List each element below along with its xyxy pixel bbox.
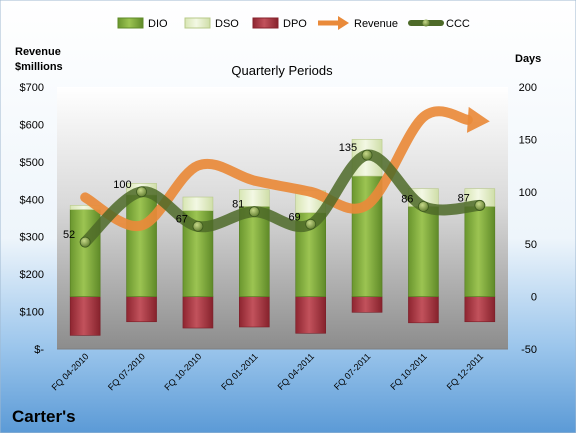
revenue-layer bbox=[80, 106, 490, 232]
ccc-marker bbox=[361, 149, 373, 161]
right-tick-label: 150 bbox=[519, 134, 537, 146]
legend-swatch-ccc bbox=[408, 19, 444, 27]
ccc-marker bbox=[305, 218, 317, 230]
left-tick-label: $600 bbox=[20, 119, 44, 131]
ccc-layer: 52 100 67 81 69 135 86 87 bbox=[63, 142, 486, 248]
legend-label-dpo: DPO bbox=[283, 18, 307, 30]
ccc-data-label: 135 bbox=[339, 142, 357, 154]
revenue-arrowhead bbox=[466, 106, 490, 133]
ccc-marker bbox=[248, 206, 260, 218]
ccc-data-label: 81 bbox=[232, 199, 244, 211]
ccc-data-label: 67 bbox=[176, 213, 188, 225]
ccc-marker bbox=[192, 220, 204, 232]
dio-bar bbox=[126, 194, 157, 297]
legend-label-dso: DSO bbox=[215, 18, 239, 30]
dpo-bar bbox=[126, 296, 157, 323]
right-tick-label: -50 bbox=[521, 344, 537, 356]
left-axis-label-line1: Revenue bbox=[15, 46, 61, 58]
dio-bar bbox=[239, 206, 270, 297]
dpo-bar bbox=[408, 296, 439, 324]
dpo-bar bbox=[351, 296, 383, 313]
right-tick-label: 100 bbox=[519, 187, 537, 199]
left-tick-label: $200 bbox=[20, 269, 44, 281]
legend-swatch-dso bbox=[184, 17, 211, 29]
left-tick-label: $100 bbox=[20, 307, 44, 319]
legend-swatch-dpo bbox=[252, 17, 279, 29]
right-tick-label: 0 bbox=[531, 292, 537, 304]
left-tick-label: $- bbox=[34, 344, 44, 356]
dio-bar bbox=[464, 206, 496, 297]
ccc-data-label: 69 bbox=[288, 211, 300, 223]
legend-label-revenue: Revenue bbox=[354, 18, 398, 30]
dpo-bar bbox=[69, 296, 101, 336]
dpo-bar bbox=[464, 296, 496, 323]
left-tick-label: $700 bbox=[20, 82, 44, 94]
left-tick-label: $500 bbox=[20, 157, 44, 169]
ccc-data-label: 86 bbox=[401, 193, 413, 205]
ccc-marker bbox=[79, 236, 91, 248]
right-axis-label: Days bbox=[515, 53, 541, 65]
dpo-bar bbox=[295, 296, 326, 334]
ccc-marker bbox=[418, 201, 429, 212]
company-name: Carter's bbox=[12, 407, 76, 426]
legend: DIO DSO DPO Revenue CCC bbox=[117, 16, 470, 30]
legend-swatch-revenue bbox=[318, 16, 349, 30]
ccc-data-label: 100 bbox=[113, 179, 131, 191]
dso-bar bbox=[182, 196, 214, 211]
legend-label-ccc: CCC bbox=[446, 18, 470, 30]
revenue-line bbox=[80, 106, 473, 232]
left-tick-label: $400 bbox=[20, 194, 44, 206]
left-axis-label-line2: $millions bbox=[15, 61, 63, 73]
legend-swatch-dio bbox=[117, 17, 144, 29]
dpo-bar bbox=[239, 296, 270, 328]
ccc-marker bbox=[136, 186, 147, 198]
ccc-marker bbox=[474, 200, 486, 211]
right-tick-label: 50 bbox=[525, 239, 537, 251]
chart-title: Quarterly Periods bbox=[231, 63, 333, 78]
dpo-bar bbox=[182, 296, 214, 329]
ccc-data-label: 87 bbox=[458, 192, 470, 204]
left-tick-label: $300 bbox=[20, 232, 44, 244]
dio-bar bbox=[408, 206, 439, 297]
right-tick-label: 200 bbox=[519, 82, 537, 94]
legend-label-dio: DIO bbox=[148, 18, 168, 30]
ccc-data-label: 52 bbox=[63, 229, 75, 241]
